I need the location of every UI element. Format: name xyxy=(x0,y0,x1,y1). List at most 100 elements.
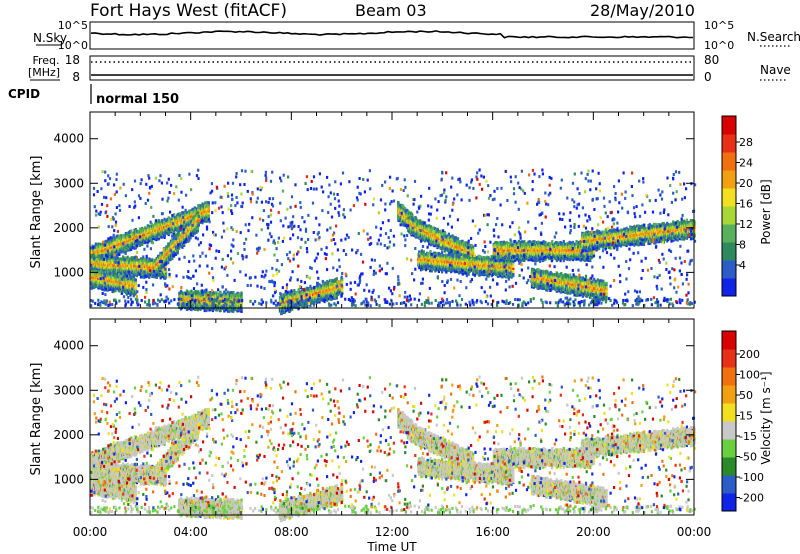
power-cell xyxy=(106,239,110,243)
power-cell xyxy=(122,256,125,260)
freq-left-tick-bottom: 8 xyxy=(72,70,80,84)
cpid-value: normal 150 xyxy=(96,92,179,107)
power-cell xyxy=(196,229,199,233)
noise-right-tick-top: 10^5 xyxy=(704,19,734,32)
power-cell xyxy=(191,208,194,211)
power-cell xyxy=(130,256,133,260)
power-cell xyxy=(207,217,210,221)
power-cell xyxy=(124,256,127,260)
power-cell xyxy=(207,211,210,215)
power-cell xyxy=(152,237,155,241)
freq-left-tick-top: 18 xyxy=(65,53,80,67)
power-cell xyxy=(197,215,200,218)
power-cell xyxy=(170,217,173,221)
power-cell xyxy=(158,235,161,238)
power-cell xyxy=(150,222,153,226)
power-cell xyxy=(142,241,145,245)
power-cell xyxy=(124,249,127,253)
power-cell xyxy=(141,243,144,246)
power-cell xyxy=(141,226,144,230)
noise-left-tick-top: 10^5 xyxy=(58,19,88,32)
power-cell xyxy=(130,246,133,249)
power-cell xyxy=(161,219,164,223)
power-cell xyxy=(134,278,137,282)
noise-sky-trace xyxy=(90,30,693,39)
power-cell xyxy=(123,234,126,238)
power-cell xyxy=(173,213,176,217)
power-cell xyxy=(115,234,118,238)
power-cell xyxy=(207,208,210,212)
power-cell xyxy=(152,224,155,228)
noise-left-label: N.Sky xyxy=(33,31,67,45)
power-cell xyxy=(207,214,210,218)
power-cell xyxy=(130,229,133,233)
power-cell xyxy=(207,205,210,209)
power-cell xyxy=(120,257,123,261)
power-cell xyxy=(173,230,176,233)
freq-right-label: Nave xyxy=(760,63,791,77)
power-cell xyxy=(184,208,187,212)
power-cell xyxy=(204,201,207,205)
power-cell xyxy=(163,217,166,221)
power-cell xyxy=(111,236,115,240)
power-cell xyxy=(179,212,182,216)
cpid-label: CPID xyxy=(8,87,40,101)
power-cell xyxy=(134,285,137,289)
beam-title: Beam 03 xyxy=(355,1,427,20)
power-cell xyxy=(150,240,153,244)
power-cell xyxy=(161,235,164,238)
power-cell xyxy=(201,221,204,225)
freq-right-tick-top: 80 xyxy=(704,53,719,67)
power-echo-cells xyxy=(90,168,697,316)
date-title: 28/May/2010 xyxy=(590,1,695,20)
power-cell xyxy=(115,253,118,257)
power-cell xyxy=(163,236,166,239)
station-title: Fort Hays West (fitACF) xyxy=(90,1,287,21)
power-cell xyxy=(97,242,100,246)
power-cell xyxy=(204,218,207,222)
power-cell xyxy=(118,253,121,256)
power-cell xyxy=(120,234,123,238)
noise-right-tick-bottom: 10^0 xyxy=(704,39,734,52)
power-cell xyxy=(205,200,208,204)
power-cell xyxy=(99,255,102,258)
power-cell xyxy=(130,232,133,235)
power-cell xyxy=(138,227,142,231)
freq-right-tick-bottom: 0 xyxy=(704,70,712,84)
power-cell xyxy=(168,217,171,221)
power-cell xyxy=(164,231,167,235)
power-cell xyxy=(134,281,137,285)
noise-left-tick-bottom: 10^0 xyxy=(58,39,88,52)
power-cell xyxy=(204,203,207,207)
power-cell xyxy=(190,289,193,293)
power-cell xyxy=(112,271,115,275)
power-cell xyxy=(131,245,134,249)
power-cell xyxy=(136,244,139,248)
power-cell xyxy=(133,245,136,249)
power-cell xyxy=(123,248,126,252)
freq-panel: Freq. [MHz] 18 8 80 0 Nave xyxy=(28,53,791,84)
power-cell xyxy=(168,232,171,235)
power-cell xyxy=(133,228,136,232)
power-cell xyxy=(197,204,200,208)
freq-left-label-2: [MHz] xyxy=(28,66,60,79)
power-cell xyxy=(196,211,199,215)
power-cell xyxy=(126,255,129,259)
power-cell xyxy=(184,211,187,214)
power-cell xyxy=(130,247,133,251)
power-cell xyxy=(207,201,210,205)
cpid-row: CPID normal 150 xyxy=(8,84,179,107)
power-cell xyxy=(114,272,117,276)
power-cell xyxy=(193,206,196,210)
power-cell xyxy=(118,234,121,238)
power-cell xyxy=(112,255,116,259)
power-cell xyxy=(90,253,94,257)
power-cell xyxy=(124,247,127,251)
power-cell xyxy=(124,232,127,235)
noise-right-label: N.Search xyxy=(747,30,800,44)
power-cell xyxy=(205,220,208,223)
power-cell xyxy=(92,253,95,257)
power-cell xyxy=(122,250,125,254)
